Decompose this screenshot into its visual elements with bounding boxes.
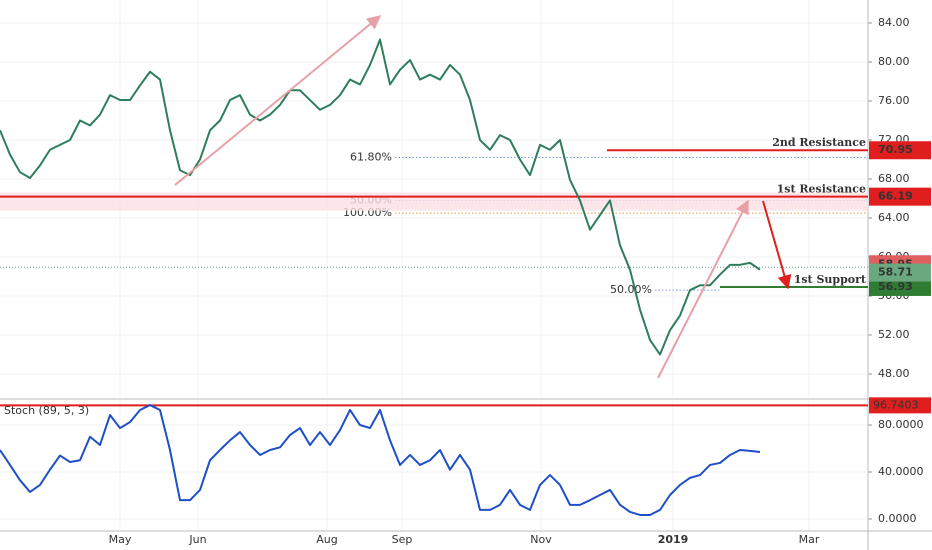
y-tick-label: 76.00 — [878, 94, 910, 107]
y-tick-label: 80.00 — [878, 55, 910, 68]
fib-label: 50.00% — [610, 283, 652, 296]
y-tick-label: 80.0000 — [878, 418, 924, 431]
forecast-arrow — [762, 200, 792, 290]
price-tag — [869, 263, 931, 282]
y-tick-label: 52.00 — [878, 328, 910, 341]
y-tick-label: 84.00 — [878, 16, 910, 29]
price-tag-label: 70.95 — [878, 143, 913, 156]
fib-label: 61.80% — [350, 151, 392, 164]
series-line — [0, 38, 761, 356]
y-tick-label: 48.00 — [878, 367, 910, 380]
y-tick-label: 40.0000 — [878, 465, 924, 478]
y-tick-label: 64.00 — [878, 211, 910, 224]
x-tick-label: May — [109, 533, 132, 546]
x-tick-label: Jun — [188, 533, 206, 546]
x-tick-label: 2019 — [658, 533, 689, 546]
level-label: 1st Resistance — [777, 183, 866, 196]
price-tag-label: 96.7403 — [873, 398, 919, 411]
x-tick-label: Sep — [392, 533, 413, 546]
price-tag — [869, 141, 931, 160]
price-tag-label: 66.19 — [878, 190, 913, 203]
indicator-title: Stoch (89, 5, 3) — [4, 404, 89, 417]
price-tag — [869, 397, 931, 414]
level-label: 1st Support — [794, 273, 867, 286]
level-label: 2nd Resistance — [772, 136, 866, 149]
price-tag — [869, 187, 931, 206]
y-tick-label: 68.00 — [878, 172, 910, 185]
trend-arrow — [657, 199, 749, 379]
trend-arrow — [174, 15, 382, 186]
price-tag-label: 56.93 — [878, 280, 913, 293]
x-tick-label: Nov — [530, 533, 552, 546]
x-tick-label: Aug — [316, 533, 337, 546]
y-tick-label: 0.0000 — [878, 512, 917, 525]
resistance-zone — [0, 192, 868, 211]
price-tag-label: 58.71 — [878, 266, 913, 279]
x-tick-label: Mar — [799, 533, 820, 546]
price-tag — [869, 277, 931, 296]
drawings — [174, 15, 792, 379]
series-line — [0, 404, 761, 516]
